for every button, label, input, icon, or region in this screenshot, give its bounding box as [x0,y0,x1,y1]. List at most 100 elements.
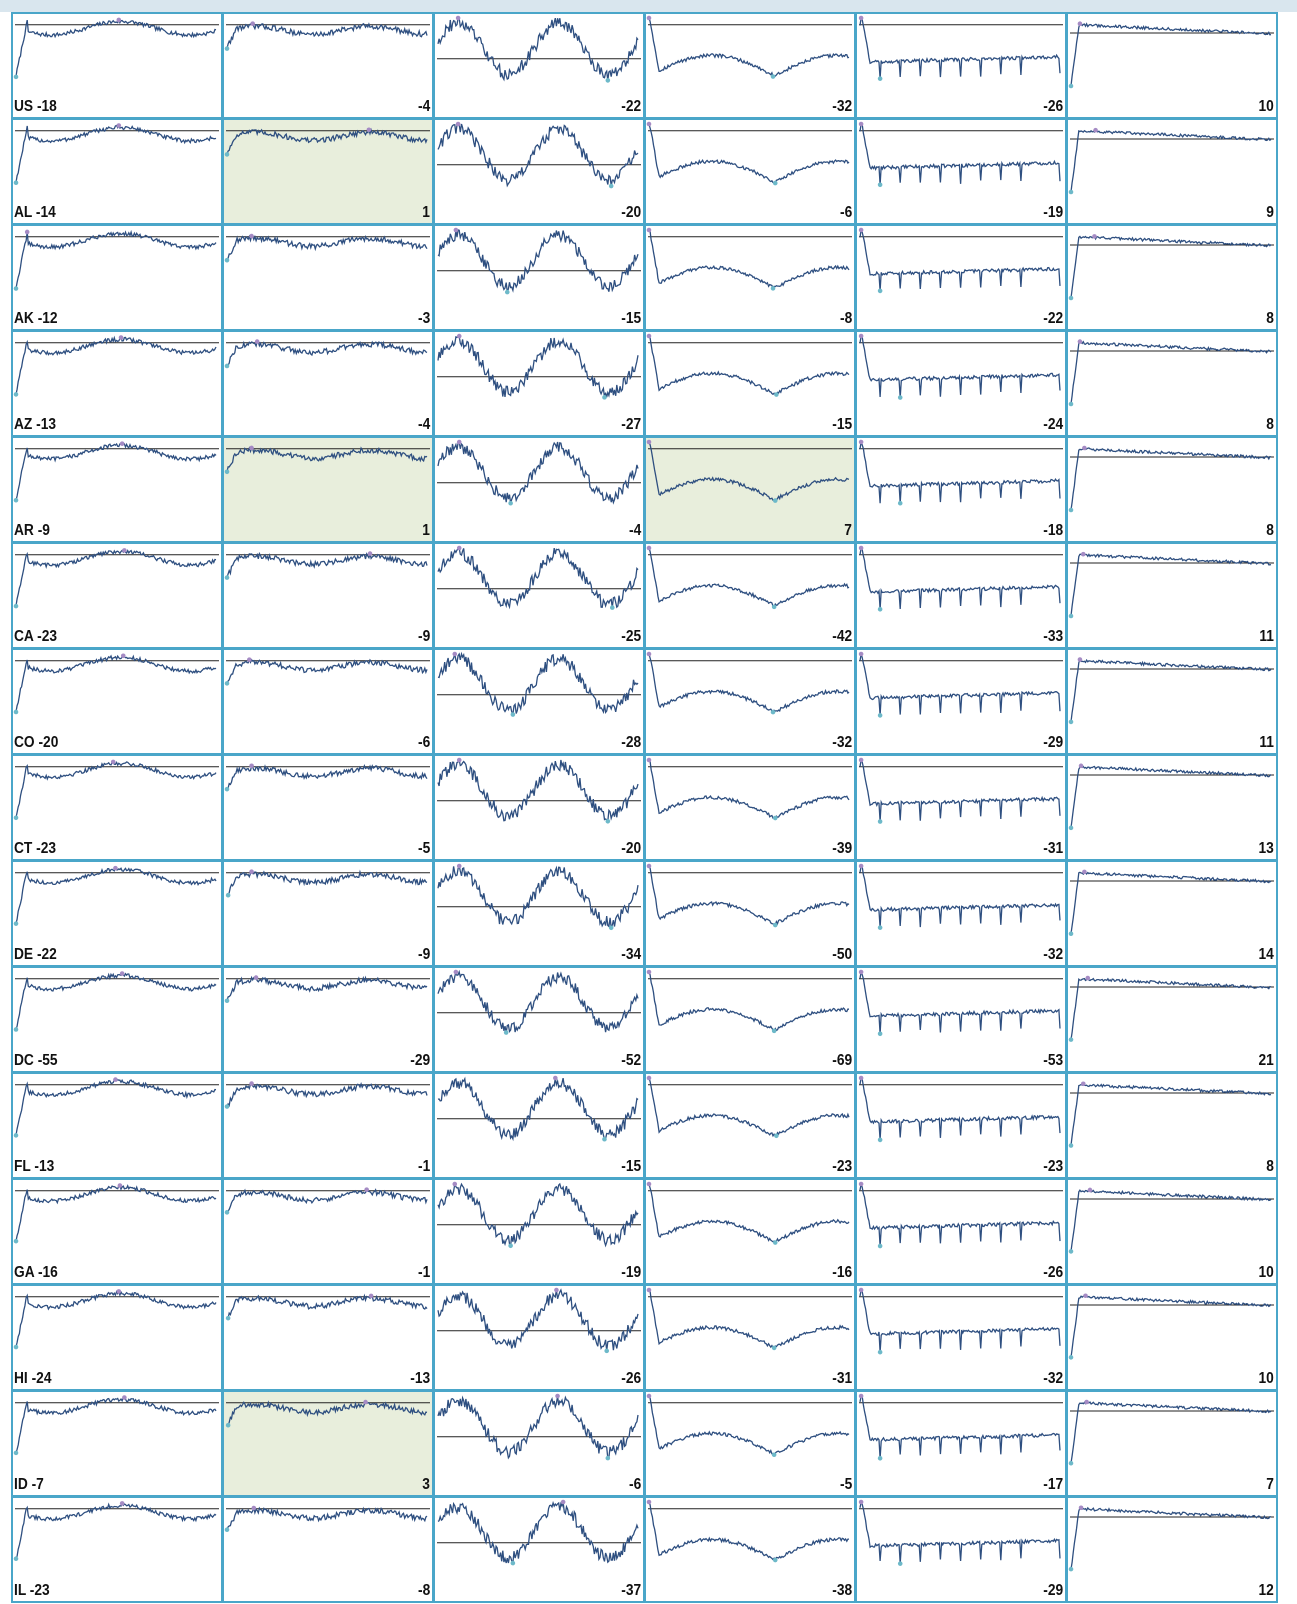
series-line [226,657,428,684]
max-marker [253,975,259,980]
max-marker [247,657,252,662]
sparkline-cell: 10 [1068,1286,1276,1389]
sparkline [13,971,219,1032]
sparkline-cell: -15 [646,332,854,435]
value-label: -19 [621,1264,641,1281]
series-line [15,549,217,607]
sparkline [858,227,1063,294]
sparkline-cell: FL -13 [13,1074,221,1177]
max-marker [453,227,459,233]
min-marker [877,925,883,930]
sparkline [13,759,219,821]
max-marker [1080,551,1086,557]
min-marker [897,1561,903,1566]
value-label: 7 [1266,1476,1274,1493]
min-marker [602,395,607,400]
series-line [15,442,217,501]
state-label: GA -16 [14,1264,58,1281]
max-marker [1084,1399,1089,1405]
min-marker [877,182,883,188]
min-marker [1068,295,1074,301]
max-marker [646,545,652,551]
sparkline-cell: -31 [646,1286,854,1389]
max-marker [116,17,122,23]
min-marker [877,819,883,824]
sparkline [858,651,1063,718]
sparkline-cell: -22 [435,14,643,117]
sparkline-cell: 11 [1068,650,1276,753]
min-marker [897,500,903,506]
series-line [437,1181,639,1248]
value-label: -18 [1043,522,1063,539]
min-marker [1068,1143,1074,1148]
sparkline [224,233,430,263]
min-marker [877,713,883,718]
min-marker [224,363,230,369]
max-marker [455,15,461,21]
max-marker [249,869,254,875]
sparkline-cell: -32 [857,862,1065,965]
max-marker [254,339,260,344]
min-marker [774,1133,779,1139]
series-line [1070,340,1272,405]
min-marker [13,1027,19,1032]
min-marker [605,1455,611,1461]
max-marker [858,15,864,21]
series-line [859,1183,1061,1247]
max-marker [117,1183,123,1188]
max-marker [1078,1505,1084,1511]
series-line [437,1395,639,1460]
sparkline [13,335,219,397]
value-label: -23 [832,1158,852,1175]
min-marker [877,1031,883,1037]
series-line [648,335,850,396]
min-marker [771,1345,777,1351]
series-line [437,335,639,398]
min-marker [508,1243,513,1249]
sparkline [225,1293,430,1321]
sparkline [13,653,219,715]
sparkline-cell: -9 [224,544,432,647]
sparkline [437,1393,641,1461]
sparkline [646,651,852,715]
max-marker [452,1181,458,1187]
min-marker [503,1030,509,1035]
max-marker [646,1287,652,1293]
sparkline-cell: 1 [224,438,432,541]
sparkline [13,123,219,186]
series-line [226,127,428,155]
sparkline-cell: -53 [857,968,1065,1071]
max-marker [858,1393,864,1399]
sparkline [1068,1399,1274,1466]
sparkline-cell: -6 [224,650,432,753]
series-line [15,335,217,395]
sparkline-cell: -39 [646,756,854,859]
value-label: -26 [621,1370,641,1387]
min-marker [605,819,611,824]
sparkline-cell: 12 [1068,1498,1276,1601]
series-line [1070,657,1272,722]
value-label: 11 [1259,628,1274,645]
value-label: -52 [621,1052,641,1069]
sparkline [1068,1081,1274,1148]
min-marker [602,1136,607,1142]
min-marker [13,603,19,609]
sparkline-cell: -8 [224,1498,432,1601]
series-line [226,340,428,367]
value-label: -5 [839,1476,852,1493]
sparkline [224,763,430,792]
sparkline [437,1181,641,1249]
max-marker [455,121,461,127]
value-label: -20 [621,204,641,221]
max-marker [646,439,652,445]
max-marker [110,759,116,765]
max-marker [456,863,462,869]
min-marker [224,681,230,686]
series-line [15,1396,217,1454]
value-label: -29 [1043,1582,1063,1599]
sparkline-cell: -42 [646,544,854,647]
sparkline-cell: -69 [646,968,854,1071]
sparkline-cell: -9 [224,862,432,965]
series-line [437,229,639,293]
sparkline [1068,21,1274,89]
